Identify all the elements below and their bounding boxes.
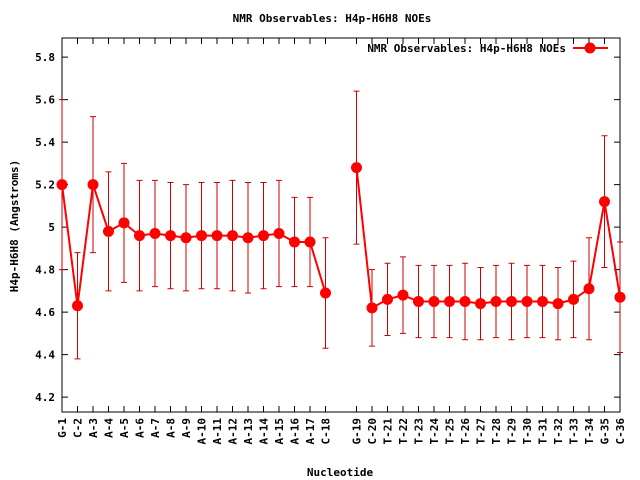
plot-border <box>61 37 621 413</box>
series-lines <box>61 167 621 310</box>
x-tick-label: A-6 <box>134 418 147 438</box>
x-tick-label: T-29 <box>506 418 519 445</box>
x-tick-label: A-14 <box>258 418 271 445</box>
y-tick-label: 5.6 <box>35 94 55 107</box>
x-tick-label: T-24 <box>428 418 441 445</box>
data-point <box>413 296 424 307</box>
x-tick-label: T-34 <box>583 418 596 445</box>
x-tick-label: C-36 <box>614 418 627 445</box>
x-tick-label: A-17 <box>304 418 317 445</box>
x-tick-label: T-25 <box>444 418 457 445</box>
data-point <box>552 298 564 310</box>
x-tick-label: A-8 <box>165 418 178 438</box>
x-tick-label: T-31 <box>537 418 550 445</box>
x-tick-label: G-35 <box>599 418 612 445</box>
data-point <box>521 296 533 307</box>
x-tick-label: A-5 <box>118 418 131 438</box>
data-point <box>304 236 316 248</box>
x-tick-label: T-26 <box>459 418 472 445</box>
x-tick-label: A-15 <box>273 418 286 445</box>
data-point <box>211 230 223 242</box>
x-tick-label: T-30 <box>521 418 534 445</box>
x-tick-label: T-21 <box>382 418 395 445</box>
data-point <box>242 232 254 244</box>
legend: NMR Observables: H4p-H6H8 NOEs <box>367 42 608 55</box>
y-tick-labels: 4.2 4.4 4.6 4.8 5 5.2 5.4 5.6 5.8 <box>35 51 55 404</box>
x-tick-label: T-32 <box>552 418 565 445</box>
data-point <box>397 289 409 301</box>
data-point <box>149 228 161 239</box>
data-point <box>103 225 114 237</box>
data-point <box>258 230 269 242</box>
x-tick-label: T-28 <box>490 418 503 445</box>
x-tick-label: T-27 <box>475 418 488 445</box>
data-point <box>583 283 595 295</box>
data-point <box>180 232 192 244</box>
y-tick-label: 5.2 <box>35 179 55 192</box>
axes <box>61 37 621 413</box>
data-point <box>134 230 145 242</box>
x-tick-label: T-23 <box>413 418 426 445</box>
y-tick-label: 4.8 <box>35 264 55 277</box>
x-tick-label: A-11 <box>211 418 224 445</box>
data-point <box>537 296 548 307</box>
data-point <box>506 296 517 307</box>
data-point <box>320 287 331 299</box>
x-tick-label: T-22 <box>397 418 410 445</box>
y-axis-label: H4p-H6H8 (Angstroms) <box>8 160 21 292</box>
y-tick-label: 5.8 <box>35 51 55 64</box>
x-tick-label: T-33 <box>568 418 581 445</box>
y-tick-label: 4.6 <box>35 306 55 319</box>
data-point <box>227 230 238 242</box>
data-point <box>614 291 626 303</box>
data-point <box>289 236 300 248</box>
x-tick-label: A-9 <box>180 418 193 438</box>
data-point <box>366 302 378 314</box>
y-tick-label: 5.4 <box>35 136 55 149</box>
legend-point-swatch <box>584 42 596 54</box>
x-tick-label: C-20 <box>366 418 379 445</box>
x-tick-label: A-13 <box>242 418 255 445</box>
x-tick-label: A-7 <box>149 418 162 438</box>
data-point <box>87 179 99 191</box>
data-point <box>56 179 68 191</box>
data-point <box>475 298 486 310</box>
data-points <box>56 162 626 314</box>
y-tick-label: 4.4 <box>35 349 55 362</box>
data-point <box>382 293 393 305</box>
series-line <box>61 184 327 306</box>
data-point <box>428 296 440 307</box>
chart-title: NMR Observables: H4p-H6H8 NOEs <box>233 12 432 25</box>
data-point <box>72 300 83 312</box>
series-line <box>355 167 621 310</box>
data-point <box>459 296 471 307</box>
data-point <box>273 228 285 239</box>
x-tick-label: A-4 <box>103 418 116 438</box>
data-point <box>444 296 455 307</box>
x-tick-label: G-1 <box>56 418 69 438</box>
legend-label: NMR Observables: H4p-H6H8 NOEs <box>367 42 566 55</box>
data-point <box>490 296 502 307</box>
x-tick-label: G-19 <box>351 418 364 445</box>
x-tick-label: C-2 <box>72 418 85 438</box>
x-tick-label: A-12 <box>227 418 240 445</box>
y-tick-label: 5 <box>48 221 55 234</box>
data-point <box>599 196 610 208</box>
data-point <box>196 230 207 242</box>
data-point <box>118 217 130 229</box>
data-point <box>568 293 579 305</box>
x-axis-label: Nucleotide <box>307 466 374 479</box>
error-bars <box>59 90 623 360</box>
x-tick-label: A-3 <box>87 418 100 438</box>
x-tick-label: A-16 <box>289 418 302 445</box>
x-tick-label: C-18 <box>320 418 333 445</box>
x-tick-labels: G-1 C-2 A-3 A-4 A-5 A-6 A-7 A-8 A-9 A-10 A-11 A-12 A… <box>56 418 627 445</box>
x-tick-label: A-10 <box>196 418 209 445</box>
data-point <box>165 230 176 242</box>
data-point <box>351 162 362 174</box>
y-tick-label: 4.2 <box>35 391 55 404</box>
